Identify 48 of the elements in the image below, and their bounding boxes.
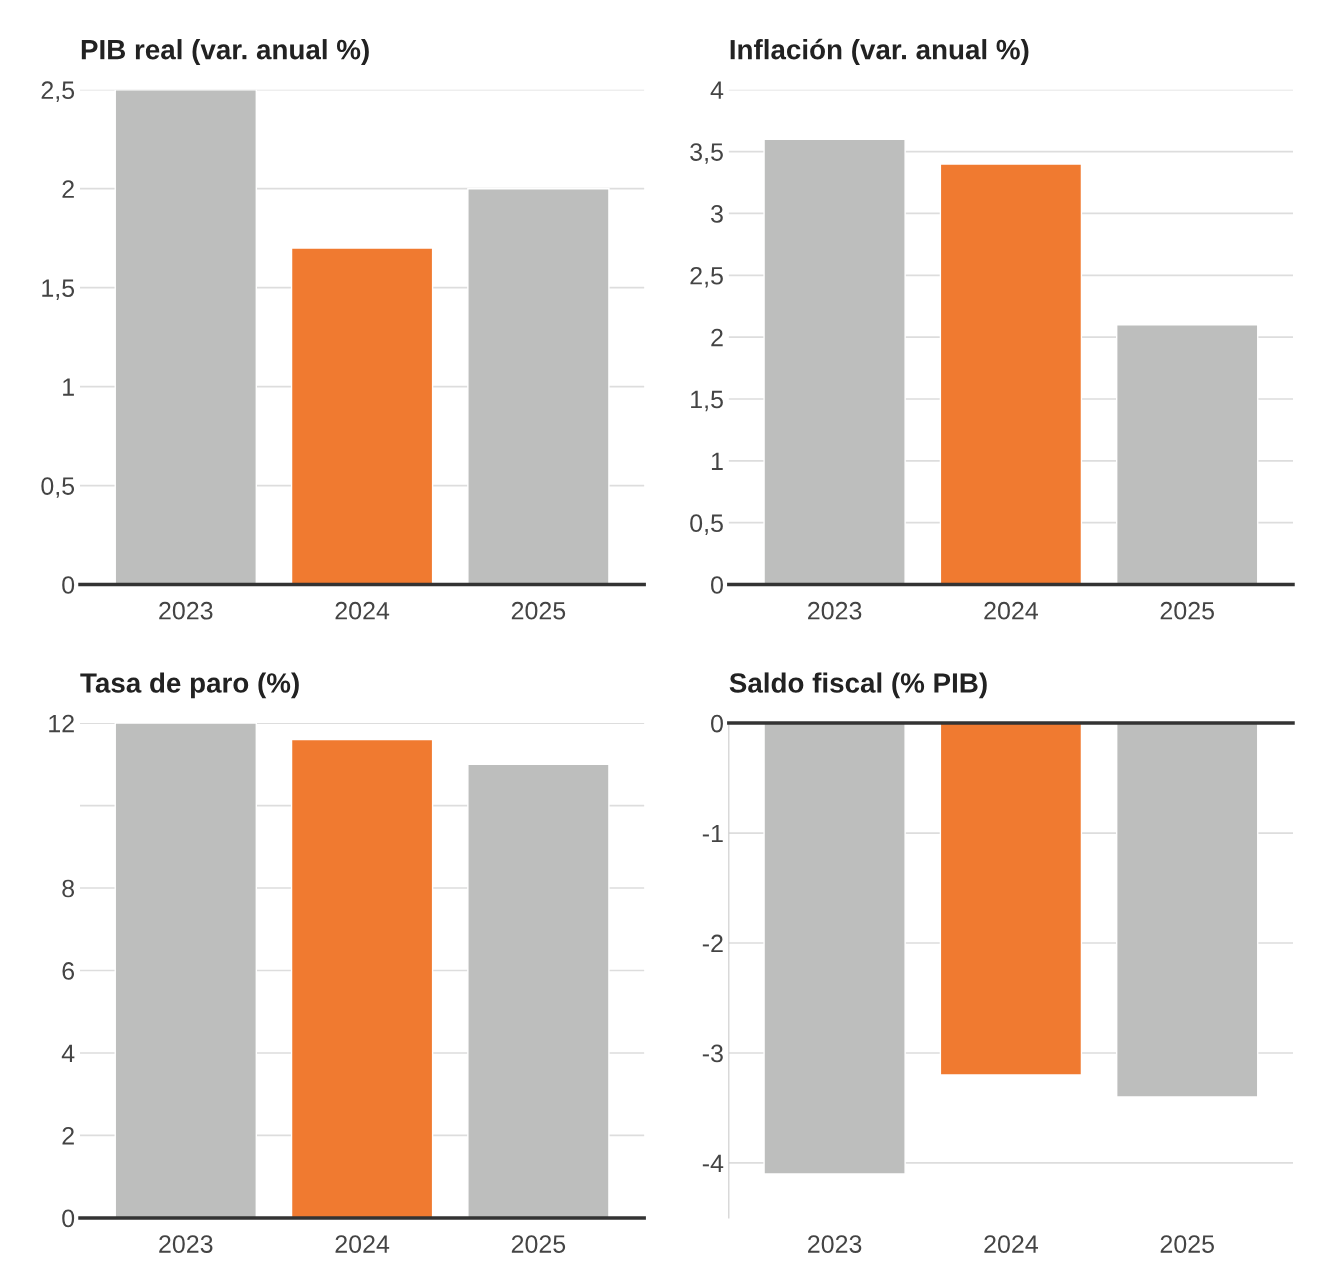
x-tick-label: 2025	[511, 1235, 566, 1253]
y-tick-label: 4	[710, 81, 724, 99]
y-tick-label: -4	[702, 1154, 724, 1172]
y-tick-label: 2,5	[41, 81, 75, 102]
y-tick-label: 0	[711, 714, 723, 733]
x-tick-label: 2024	[984, 601, 1038, 620]
y-tick-label: 1,5	[42, 279, 75, 300]
x-tick-label: 2025	[511, 601, 566, 620]
x-tick-label: 2025	[1160, 601, 1214, 620]
x-tick-label: 2023	[808, 1235, 862, 1253]
bar	[467, 188, 610, 585]
bar	[763, 138, 906, 585]
y-tick-label: 2	[711, 328, 723, 347]
bar	[939, 163, 1083, 585]
chart-title: Saldo fiscal (% PIB)	[729, 672, 987, 699]
chart-title: Inflación (var. anual %)	[730, 38, 1029, 65]
y-tick-label: -2	[702, 934, 723, 953]
y-tick-label: 0	[711, 576, 723, 594]
y-tick-label: 0,5	[690, 514, 723, 535]
x-tick-label: 2024	[335, 1235, 390, 1253]
y-tick-label: 2	[62, 180, 74, 198]
y-tick-label: 12	[49, 714, 74, 733]
x-tick-label: 2024	[335, 601, 390, 620]
bar	[1116, 324, 1259, 585]
y-tick-label: 0,5	[41, 477, 75, 498]
chart-title: Tasa de paro (%)	[80, 672, 299, 699]
bar	[114, 89, 257, 585]
y-tick-label: 3,5	[690, 143, 723, 164]
y-tick-label: -1	[702, 824, 723, 843]
y-tick-label: -3	[702, 1044, 723, 1063]
y-tick-label: 4	[61, 1044, 75, 1063]
x-tick-label: 2023	[159, 601, 213, 620]
y-tick-label: 2	[62, 1127, 74, 1145]
y-tick-label: 8	[62, 879, 75, 898]
y-tick-label: 1	[711, 452, 723, 470]
y-tick-label: 0	[62, 576, 75, 594]
y-tick-label: 1	[63, 378, 74, 396]
y-tick-label: 2,5	[690, 266, 723, 288]
y-tick-label: 0	[62, 1209, 75, 1228]
x-tick-label: 2025	[1160, 1235, 1214, 1253]
y-tick-label: 3	[711, 205, 723, 223]
y-tick-label: 6	[62, 962, 75, 980]
x-tick-label: 2023	[808, 601, 862, 620]
x-tick-label: 2023	[159, 1235, 213, 1253]
x-tick-label: 2024	[984, 1235, 1038, 1253]
y-tick-label: 1,5	[691, 390, 723, 412]
chart-title: PIB real (var. anual %)	[81, 39, 369, 65]
bar	[290, 247, 434, 585]
